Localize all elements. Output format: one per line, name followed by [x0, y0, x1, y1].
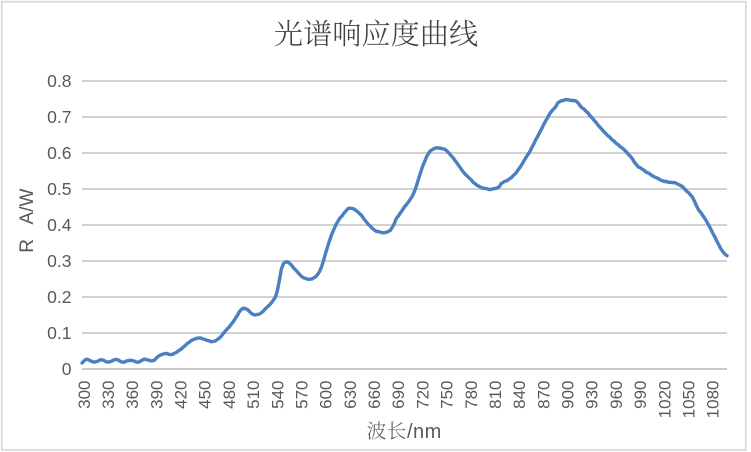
- svg-text:570: 570: [293, 381, 312, 409]
- svg-text:750: 750: [438, 381, 457, 409]
- svg-text:540: 540: [268, 381, 287, 409]
- svg-text:0.6: 0.6: [47, 143, 71, 163]
- svg-text:780: 780: [462, 381, 481, 409]
- svg-text:300: 300: [75, 381, 94, 409]
- svg-text:1020: 1020: [655, 381, 674, 419]
- svg-text:720: 720: [413, 381, 432, 409]
- svg-text:960: 960: [607, 381, 626, 409]
- svg-text:930: 930: [583, 381, 602, 409]
- svg-text:390: 390: [147, 381, 166, 409]
- svg-text:870: 870: [534, 381, 553, 409]
- svg-text:840: 840: [510, 381, 529, 409]
- svg-text:900: 900: [559, 381, 578, 409]
- svg-text:0.4: 0.4: [47, 215, 72, 235]
- svg-text:RA/W: RA/W: [17, 189, 38, 253]
- svg-text:480: 480: [220, 381, 239, 409]
- svg-text:0.5: 0.5: [47, 179, 71, 199]
- svg-text:0.2: 0.2: [47, 287, 71, 307]
- svg-text:990: 990: [631, 381, 650, 409]
- svg-text:420: 420: [172, 381, 191, 409]
- svg-text:690: 690: [389, 381, 408, 409]
- svg-text:/nm: /nm: [407, 421, 442, 443]
- svg-text:1050: 1050: [680, 381, 699, 419]
- svg-text:630: 630: [341, 381, 360, 409]
- svg-text:0.3: 0.3: [47, 251, 71, 271]
- svg-text:0: 0: [62, 359, 72, 379]
- svg-text:330: 330: [99, 381, 118, 409]
- svg-text:0.7: 0.7: [47, 107, 71, 127]
- svg-text:600: 600: [317, 381, 336, 409]
- svg-text:810: 810: [486, 381, 505, 409]
- svg-text:660: 660: [365, 381, 384, 409]
- svg-text:1080: 1080: [704, 381, 723, 419]
- svg-text:360: 360: [123, 381, 142, 409]
- svg-text:0.1: 0.1: [47, 323, 71, 343]
- svg-text:450: 450: [196, 381, 215, 409]
- svg-text:0.8: 0.8: [47, 71, 71, 91]
- svg-text:510: 510: [244, 381, 263, 409]
